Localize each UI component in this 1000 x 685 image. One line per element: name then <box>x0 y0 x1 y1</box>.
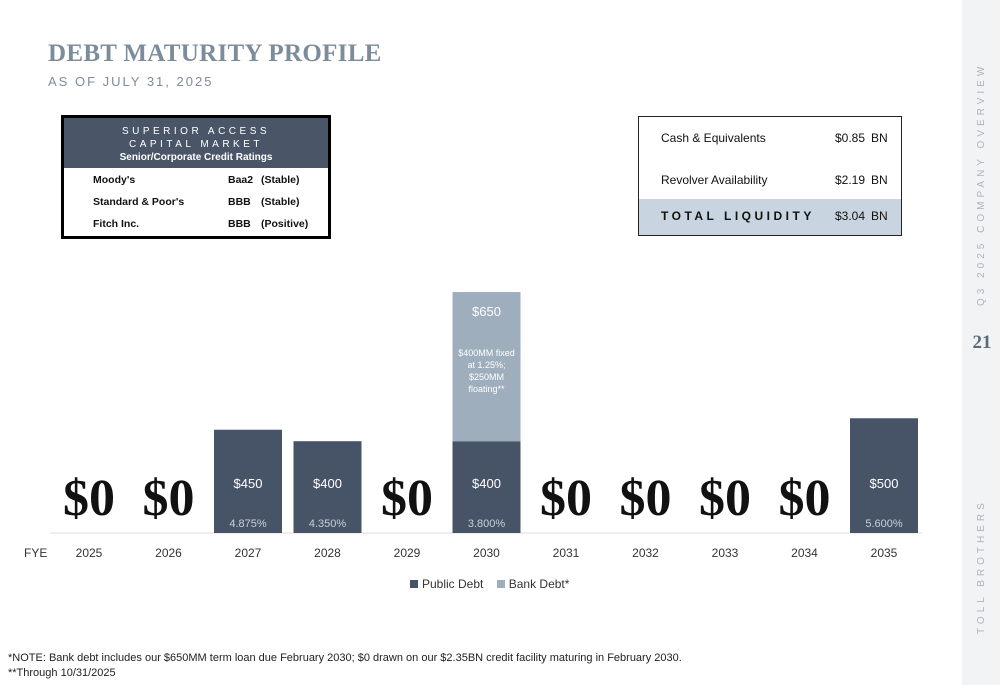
zero-value-label: $0 <box>779 470 831 527</box>
footnote-bank-debt: *NOTE: Bank debt includes our $650MM ter… <box>8 652 682 664</box>
bar-public-debt <box>452 441 521 533</box>
zero-value-label: $0 <box>540 470 592 527</box>
x-tick-label: 2031 <box>553 546 580 560</box>
liquidity-unit: BN <box>871 173 888 187</box>
chart-legend: Public Debt Bank Debt* <box>410 577 569 591</box>
x-axis-prefix: FYE <box>24 546 47 560</box>
legend-public-debt: Public Debt <box>422 577 484 591</box>
rating-agency: Standard & Poor's <box>93 196 185 208</box>
rating-outlook: (Stable) <box>261 196 300 208</box>
liquidity-value: $2.19 <box>835 173 866 187</box>
bar-public-debt <box>850 418 918 533</box>
bank-annotation-line: $400MM fixed <box>458 348 515 358</box>
liquidity-row: Cash & Equivalents $0.85 BN <box>639 119 901 157</box>
x-tick-label: 2025 <box>76 546 103 560</box>
zero-value-label: $0 <box>699 470 751 527</box>
page-title: DEBT MATURITY PROFILE <box>48 40 382 67</box>
x-tick-label: 2029 <box>394 546 421 560</box>
liquidity-box: Cash & Equivalents $0.85 BN Revolver Ava… <box>638 116 902 236</box>
rating-row: Fitch Inc. BBB (Positive) <box>64 212 328 234</box>
rating-value: Baa2 <box>228 174 254 186</box>
rating-row: Standard & Poor's BBB (Stable) <box>64 190 328 212</box>
bar-value-label: $400 <box>472 476 501 491</box>
liquidity-label: Cash & Equivalents <box>661 131 766 145</box>
zero-value-label: $0 <box>63 470 115 527</box>
total-liquidity-unit: BN <box>871 209 888 223</box>
rating-outlook: (Positive) <box>261 218 309 230</box>
ratings-header-line3: Senior/Corporate Credit Ratings <box>119 152 273 163</box>
legend-bank-debt: Bank Debt* <box>508 577 570 591</box>
page-number: 21 <box>972 332 992 353</box>
x-tick-label: 2030 <box>473 546 500 560</box>
liquidity-label: Revolver Availability <box>661 173 768 187</box>
rating-value: BBB <box>228 218 251 230</box>
legend-swatch-bank <box>496 580 505 588</box>
x-tick-label: 2032 <box>632 546 659 560</box>
bar-rate-label: 4.350% <box>309 518 347 530</box>
bar-bank-debt <box>452 292 521 442</box>
page-subtitle: AS OF JULY 31, 2025 <box>48 74 214 89</box>
bar-rate-label: 5.600% <box>865 518 903 530</box>
rating-value: BBB <box>228 196 251 208</box>
x-tick-label: 2034 <box>791 546 818 560</box>
total-liquidity-label: TOTAL LIQUIDITY <box>661 209 815 223</box>
bar-rate-label: 3.800% <box>468 518 506 530</box>
zero-value-label: $0 <box>620 470 672 527</box>
total-liquidity-value: $3.04 <box>835 209 866 223</box>
x-tick-label: 2026 <box>155 546 182 560</box>
rating-agency: Fitch Inc. <box>93 218 140 230</box>
rating-row: Moody's Baa2 (Stable) <box>64 168 328 190</box>
footnote-through-date: **Through 10/31/2025 <box>8 667 116 679</box>
bar-value-label: $500 <box>870 476 899 491</box>
liquidity-row: Revolver Availability $2.19 BN <box>639 161 901 199</box>
x-tick-label: 2033 <box>712 546 739 560</box>
x-tick-label: 2028 <box>314 546 341 560</box>
bank-annotation-line: floating** <box>468 384 505 394</box>
bank-annotation-line: $250MM <box>469 372 504 382</box>
ratings-header: SUPERIOR ACCESS CAPITAL MARKET Senior/Co… <box>64 118 328 168</box>
ratings-header-line2: CAPITAL MARKET <box>128 139 263 150</box>
bar-rate-label: 4.875% <box>229 518 267 530</box>
total-liquidity-row: TOTAL LIQUIDITY $3.04 BN <box>639 199 901 235</box>
x-tick-label: 2027 <box>235 546 262 560</box>
credit-ratings-box: SUPERIOR ACCESS CAPITAL MARKET Senior/Co… <box>61 115 331 239</box>
zero-value-label: $0 <box>143 470 195 527</box>
side-strip <box>962 0 1000 685</box>
liquidity-unit: BN <box>871 131 888 145</box>
zero-value-label: $0 <box>381 470 433 527</box>
rating-outlook: (Stable) <box>261 174 300 186</box>
bar-value-label: $450 <box>234 476 263 491</box>
bank-value-label: $650 <box>472 304 501 319</box>
bar-value-label: $400 <box>313 476 342 491</box>
bank-annotation-line: at 1.25%; <box>467 360 505 370</box>
ratings-header-line1: SUPERIOR ACCESS <box>121 126 271 137</box>
x-tick-label: 2035 <box>871 546 898 560</box>
legend-swatch-public <box>410 580 418 588</box>
liquidity-value: $0.85 <box>835 131 866 145</box>
rating-agency: Moody's <box>93 174 136 186</box>
bar-public-debt <box>293 441 362 533</box>
bar-public-debt <box>214 429 282 533</box>
